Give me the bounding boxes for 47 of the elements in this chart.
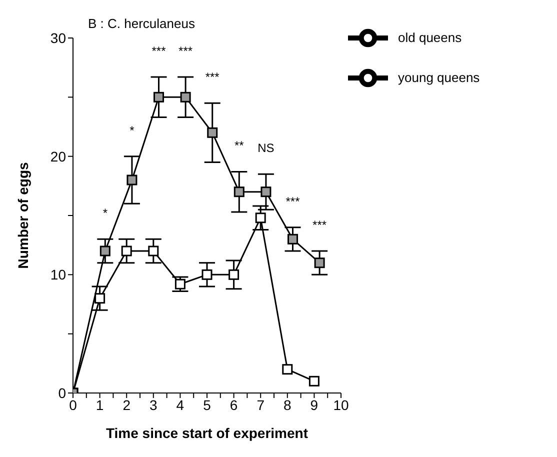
point [121,246,132,256]
point [234,186,244,198]
point [255,212,266,224]
x-tick-label: 4 [176,396,184,413]
point [288,234,298,244]
annotation: *** [286,194,300,208]
point [148,246,159,256]
x-tick-label: 10 [333,396,349,413]
point [228,269,240,280]
chart-title: B : C. herculaneus [88,16,195,31]
x-tick-label: 8 [284,396,292,413]
y-tick-label: 0 [58,384,66,401]
point [260,186,272,198]
y-axis-title: Number of eggs [14,162,31,269]
x-tick-label: 5 [203,396,212,413]
annotation: * [102,206,108,220]
x-tick-label: 6 [230,396,238,413]
x-tick-label: 2 [122,396,131,413]
point [174,278,186,290]
point [308,376,320,386]
annotation: * [130,123,135,138]
point [282,364,293,375]
annotation: *** [312,218,327,232]
annotation: *** [152,44,166,58]
annotation: *** [205,70,220,84]
annotation: *** [178,44,193,58]
point [202,269,212,280]
annotation: NS [258,141,274,156]
x-tick-label: 0 [69,396,78,413]
point [100,246,110,256]
y-tick-label: 30 [50,30,66,46]
legend-label: young queens [398,70,480,86]
point [154,92,164,102]
y-tick-label: 20 [50,148,66,164]
point [94,293,106,304]
x-tick-label: 3 [150,396,158,413]
y-tick-label: 10 [50,266,66,283]
point [126,174,138,186]
x-tick-label: 9 [310,396,318,413]
point [207,127,218,138]
x-axis-title: Time since start of experiment [106,425,308,441]
annotation: ** [234,138,244,153]
x-tick-label: 7 [256,396,265,413]
x-tick-label: 1 [96,396,104,413]
point [180,92,191,102]
point [314,258,325,268]
legend-label: old queens [398,30,462,46]
